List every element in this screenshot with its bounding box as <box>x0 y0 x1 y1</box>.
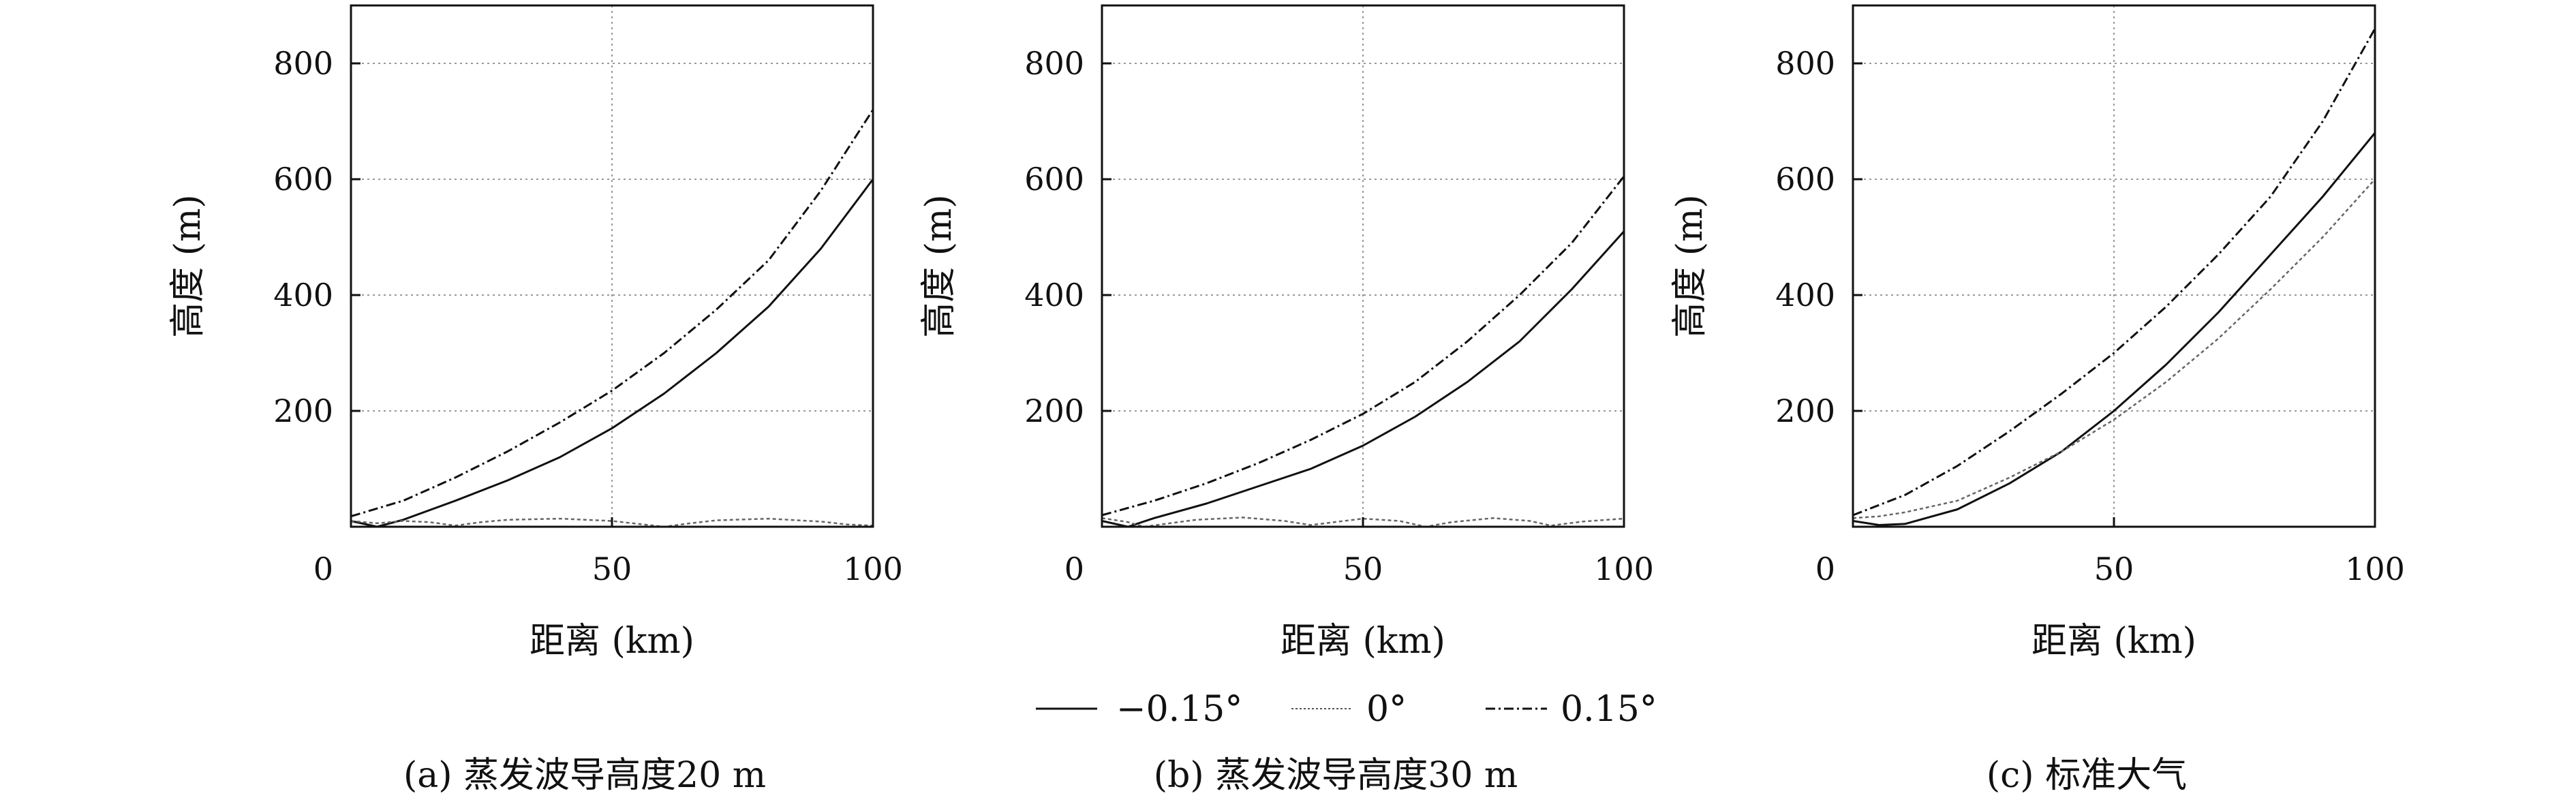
x-tick-label: 100 <box>1594 551 1654 587</box>
x-axis-label: 距离 (km) <box>2031 621 2196 662</box>
y-tick-label: 600 <box>273 161 333 198</box>
x-tick-label: 0 <box>1815 551 1835 587</box>
x-tick-label: 100 <box>2345 551 2405 587</box>
y-axis-label: 高度 (m) <box>919 194 960 337</box>
y-axis-label: 高度 (m) <box>168 194 209 337</box>
series-line-1 <box>1101 230 1625 528</box>
x-axis-label: 距离 (km) <box>530 621 694 662</box>
y-tick-label: 400 <box>273 277 333 313</box>
x-tick-label: 0 <box>1064 551 1084 587</box>
chart-panel-3: 200 400 600 800 0 50 100 距离 (km) 高度 (m) (c) 标准大气 <box>1670 4 2405 796</box>
series-line-3 <box>1852 28 2376 517</box>
series-line-2 <box>350 517 874 528</box>
x-tick-label: 50 <box>592 551 632 587</box>
panels: 200 400 600 800 0 50 100 距离 (km) 高度 (m) (a) 蒸发波导高… <box>168 4 2405 796</box>
x-tick-label: 50 <box>2094 551 2134 587</box>
legend-label-pos: 0.15° <box>1561 689 1657 730</box>
y-tick-label: 200 <box>1775 393 1835 429</box>
y-tick-label: 600 <box>1024 161 1084 198</box>
panel-caption: (c) 标准大气 <box>1987 755 2187 796</box>
series-line-1 <box>1852 132 2376 526</box>
panel-caption: (b) 蒸发波导高度30 m <box>1154 755 1518 796</box>
y-tick-label: 800 <box>1775 45 1835 82</box>
series-line-3 <box>1101 175 1625 517</box>
x-axis-label: 距离 (km) <box>1281 621 1445 662</box>
y-tick-label: 400 <box>1775 277 1835 313</box>
chart-panel-1: 200 400 600 800 0 50 100 距离 (km) 高度 (m) (a) 蒸发波导高… <box>168 4 903 796</box>
x-tick-label: 0 <box>313 551 333 587</box>
y-tick-label: 800 <box>1024 45 1084 82</box>
panel-caption: (a) 蒸发波导高度20 m <box>403 755 766 796</box>
x-tick-label: 100 <box>843 551 903 587</box>
chart-panel-2: 200 400 600 800 0 50 100 距离 (km) 高度 (m) (b) 蒸发波导高… <box>919 4 1654 796</box>
series-line-2 <box>1852 179 2376 519</box>
legend-label-neg: −0.15° <box>1116 689 1242 730</box>
y-axis-label: 高度 (m) <box>1670 194 1711 337</box>
series-line-3 <box>350 109 874 518</box>
legend-label-zero: 0° <box>1366 689 1407 730</box>
series-line-1 <box>350 179 874 528</box>
y-tick-label: 200 <box>1024 393 1084 429</box>
legend: −0.15° 0° 0.15° <box>1036 689 1657 730</box>
x-tick-label: 50 <box>1343 551 1383 587</box>
y-tick-label: 600 <box>1775 161 1835 198</box>
y-tick-label: 200 <box>273 393 333 429</box>
y-tick-label: 800 <box>273 45 333 82</box>
y-tick-label: 400 <box>1024 277 1084 313</box>
